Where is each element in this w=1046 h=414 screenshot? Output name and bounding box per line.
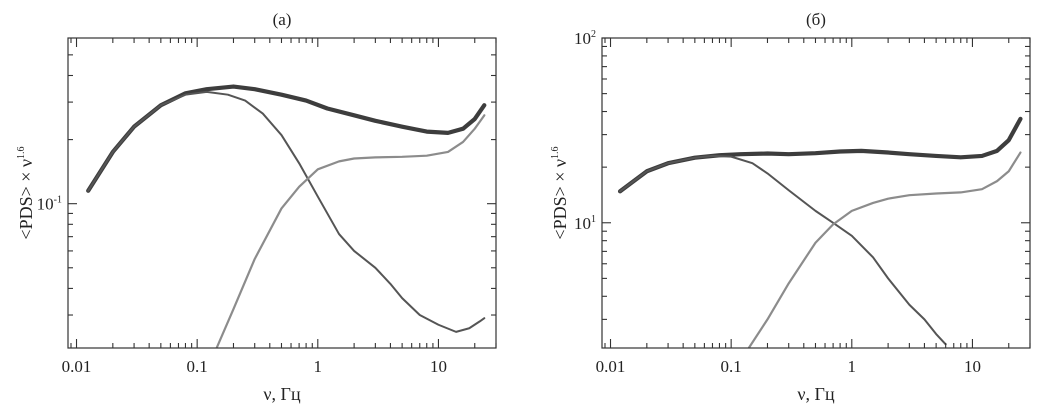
- y-tick-label: 101: [574, 214, 596, 233]
- x-tick-label: 0.01: [596, 357, 626, 376]
- x-axis-label: ν, Гц: [797, 384, 835, 404]
- y-axis-label: <PDS> × ν1.6: [550, 146, 570, 239]
- chart-panel-2: 0.01 0.1 1 10 101 102 (б) ν, Гц <PDS> × ν1.6: [550, 10, 1031, 404]
- series-line-high-frequency-component: [215, 114, 486, 348]
- chart-panel-1: 0.01 0.1 1 10 10-1 (а) ν, Гц <PDS> × ν1.6: [16, 10, 497, 404]
- panel-title: (б): [806, 10, 826, 29]
- plot-frame: [601, 37, 1031, 349]
- x-tick-label: 10: [430, 357, 447, 376]
- y-tick-label: 10-1: [37, 195, 62, 214]
- plot-frame: [67, 37, 497, 349]
- y-tick-label: 102: [574, 29, 596, 48]
- x-tick-label: 1: [848, 357, 857, 376]
- series-line-high-frequency-component: [747, 151, 1022, 348]
- y-axis-label: <PDS> × ν1.6: [16, 146, 36, 239]
- series-line-low-frequency-component: [619, 154, 947, 346]
- panel-title: (а): [273, 10, 292, 29]
- series-line-low-frequency-component: [87, 90, 486, 333]
- x-tick-label: 0.1: [187, 357, 208, 376]
- x-tick-label: 0.1: [721, 357, 742, 376]
- series-line-total-curve: [86, 84, 487, 193]
- x-axis-label: ν, Гц: [263, 384, 301, 404]
- x-tick-label: 10: [964, 357, 981, 376]
- series-line-total-curve: [617, 116, 1023, 194]
- x-tick-label: 1: [314, 357, 323, 376]
- x-tick-label: 0.01: [62, 357, 92, 376]
